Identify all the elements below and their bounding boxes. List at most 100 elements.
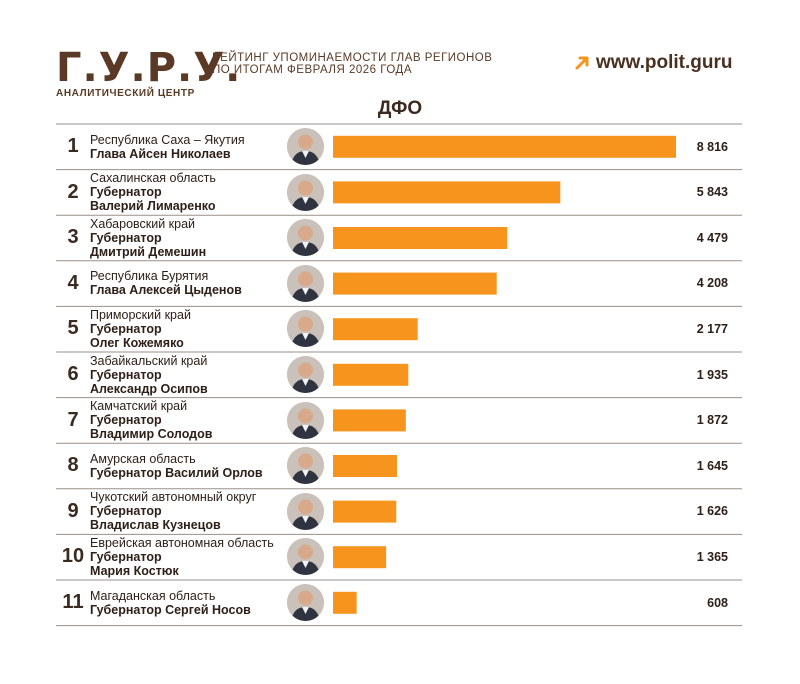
governor-name: Владимир Солодов	[90, 427, 213, 442]
table-row: 5 Приморский край Губернатор Олег Кожемяко 2…	[56, 306, 742, 351]
logo-wordmark: Г.У.Р.У.	[56, 45, 242, 91]
governor-name: Губернатор	[90, 185, 162, 200]
avatar	[287, 128, 324, 165]
value-label: 1 365	[696, 549, 728, 564]
person-portrait-icon	[287, 356, 324, 393]
avatar	[287, 401, 324, 439]
avatar	[287, 538, 324, 576]
bar	[333, 318, 418, 341]
bar	[333, 409, 406, 432]
person-portrait-icon	[287, 219, 324, 257]
brand-logo: Г.У.Р.У. АНАЛИТИЧЕСКИЙ ЦЕНТР	[56, 48, 241, 99]
value-label: 2 177	[696, 321, 728, 336]
region-label: Республика Саха – Якутия Глава Айсен Нико…	[90, 124, 290, 169]
rank-number: 4	[67, 271, 79, 294]
region-name: Хабаровский край	[90, 216, 196, 231]
site-url[interactable]: www.polit.guru	[596, 52, 733, 73]
rank-number: 2	[67, 180, 79, 203]
region-name: Республика Саха – Якутия	[90, 132, 245, 147]
governor-name: Губернатор	[90, 504, 162, 519]
table-row: 3 Хабаровский край Губернатор Дмитрий Демеш…	[56, 215, 742, 260]
governor-name: Губернатор Сергей Носов	[90, 602, 251, 617]
rank-number: 1	[67, 135, 79, 157]
avatar	[287, 173, 324, 211]
region-name: Амурская область	[90, 451, 196, 466]
value-label: 4 479	[696, 230, 728, 245]
person-portrait-icon	[287, 447, 324, 485]
value-label: 1 935	[696, 367, 728, 382]
region-name: Сахалинская область	[90, 171, 216, 186]
rank-number: 9	[67, 499, 79, 522]
arrow-up-right-icon	[575, 56, 589, 70]
person-portrait-icon	[287, 264, 324, 302]
person-portrait-icon	[287, 492, 324, 530]
governor-name: Губернатор	[90, 413, 162, 428]
avatar	[287, 584, 324, 621]
avatar	[287, 447, 324, 485]
governor-name: Олег Кожемяко	[90, 335, 184, 350]
bar	[333, 591, 357, 614]
governor-name: Губернатор	[90, 549, 162, 564]
table-row: 11 Магаданская область Губернатор Сергей Н…	[56, 580, 742, 625]
region-name: Приморский край	[90, 307, 191, 322]
governor-name: Губернатор	[90, 230, 162, 245]
value-label: 1 872	[696, 413, 728, 428]
logo-caption: АНАЛИТИЧЕСКИЙ ЦЕНТР	[56, 88, 195, 99]
region-name: Магаданская область	[90, 588, 216, 603]
avatar	[287, 219, 324, 257]
bar	[333, 135, 676, 158]
governor-name: Губернатор Василий Орлов	[90, 465, 263, 480]
avatar	[287, 356, 324, 393]
region-label: Магаданская область Губернатор Сергей Нос…	[90, 580, 290, 625]
value-label: 608	[707, 595, 728, 610]
bar	[333, 500, 397, 523]
value-label: 8 816	[696, 139, 728, 154]
region-name: Забайкальский край	[90, 353, 208, 368]
rank-number: 5	[67, 317, 79, 340]
governor-name: Глава Алексей Цыденов	[90, 283, 242, 298]
chart-title: ДФО	[377, 98, 423, 119]
bar	[333, 272, 497, 295]
region-name: Республика Бурятия	[90, 269, 209, 284]
table-row: 7 Камчатский край Губернатор Владимир Солод…	[56, 398, 742, 443]
site-link[interactable]: www.polit.guru	[574, 52, 733, 74]
region-name: Еврейская автономная область	[90, 535, 274, 550]
bar	[333, 181, 561, 204]
rank-number: 3	[67, 226, 79, 249]
avatar	[287, 310, 324, 348]
person-portrait-icon	[287, 310, 324, 348]
rank-number: 8	[67, 454, 79, 477]
rank-number: 7	[67, 408, 79, 431]
rank-number: 10	[61, 545, 85, 568]
value-label: 1 645	[696, 458, 728, 473]
table-row: 8 Амурская область Губернатор Василий Орло…	[56, 443, 742, 488]
region-label: Еврейская автономная область Губернатор Ма…	[90, 534, 290, 579]
governor-name: Губернатор	[90, 367, 162, 382]
subtitle-line-1: РЕЙТИНГ УПОМИНАЕМОСТИ ГЛАВ РЕГИОНОВ	[212, 52, 493, 64]
person-portrait-icon	[287, 538, 324, 576]
governor-name: Мария Костюк	[90, 563, 179, 578]
region-name: Чукотский автономный округ	[90, 490, 257, 505]
region-label: Республика Бурятия Глава Алексей Цыденов	[90, 261, 290, 306]
bar	[333, 546, 387, 569]
bar	[333, 227, 508, 249]
governor-name: Глава Айсен Николаев	[90, 146, 231, 161]
governor-name: Владислав Кузнецов	[90, 518, 221, 533]
governor-name: Дмитрий Демешин	[90, 244, 207, 259]
bar	[333, 455, 398, 477]
person-portrait-icon	[287, 401, 324, 439]
value-label: 1 626	[696, 504, 728, 519]
person-portrait-icon	[287, 584, 324, 621]
person-portrait-icon	[287, 173, 324, 211]
rank-number: 11	[62, 591, 84, 613]
person-portrait-icon	[287, 128, 324, 165]
value-label: 5 843	[696, 185, 728, 200]
governor-name: Александр Осипов	[90, 381, 208, 396]
region-name: Камчатский край	[90, 399, 188, 414]
avatar	[287, 492, 324, 530]
region-label: Чукотский автономный округ Губернатор Влад…	[90, 489, 290, 534]
region-label: Сахалинская область Губернатор Валерий Лим…	[90, 170, 290, 215]
region-label: Приморский край Губернатор Олег Кожемяко	[90, 306, 290, 351]
report-subtitle: РЕЙТИНГ УПОМИНАЕМОСТИ ГЛАВ РЕГИОНОВ ПО И…	[212, 52, 492, 76]
